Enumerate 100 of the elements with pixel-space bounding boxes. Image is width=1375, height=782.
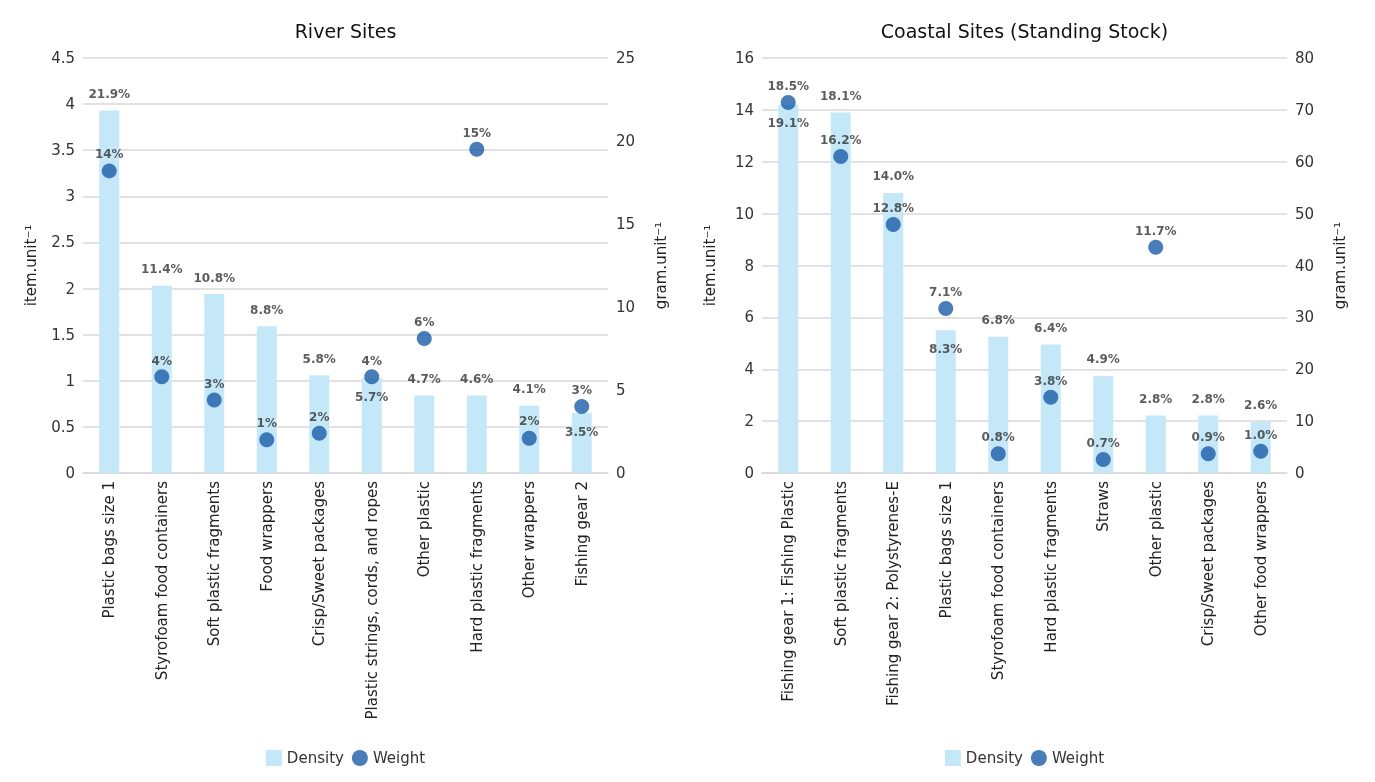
x-tick-label: Other food wrappers bbox=[1251, 480, 1270, 637]
y2-tick-label: 0 bbox=[1295, 464, 1305, 482]
annotation: 6% bbox=[414, 314, 435, 329]
annotation: 0.9% bbox=[1191, 430, 1225, 445]
point bbox=[780, 95, 796, 111]
annotation: 19.1% bbox=[767, 116, 810, 131]
y2-axis-title: gram.unit⁻¹ bbox=[651, 221, 670, 310]
point bbox=[1095, 452, 1111, 468]
point bbox=[154, 369, 170, 385]
point bbox=[101, 163, 117, 179]
x-tick-label: Food wrappers bbox=[257, 480, 276, 592]
y-axis-title: item.unit⁻¹ bbox=[700, 224, 719, 307]
point bbox=[364, 369, 380, 385]
annotation: 3% bbox=[204, 376, 225, 391]
annotation: 10.8% bbox=[193, 270, 236, 285]
y-tick-label: 14 bbox=[734, 100, 754, 119]
point bbox=[574, 399, 590, 415]
y-tick-label: 0 bbox=[65, 464, 75, 482]
annotation: 7.1% bbox=[929, 285, 963, 300]
y2-axis-title: gram.unit⁻¹ bbox=[1330, 221, 1349, 310]
x-tick-label: Hard plastic fragments bbox=[467, 480, 486, 653]
point bbox=[416, 331, 432, 347]
x-tick-label: Crisp/Sweet packages bbox=[310, 480, 329, 647]
annotation: 18.5% bbox=[767, 79, 810, 94]
annotation: 4.9% bbox=[1086, 352, 1120, 367]
y-tick-label: 4 bbox=[744, 360, 754, 379]
y-tick-label: 1 bbox=[65, 371, 75, 390]
y2-tick-label: 0 bbox=[616, 464, 626, 482]
annotation: 15% bbox=[462, 125, 492, 140]
annotation: 8.8% bbox=[250, 302, 284, 317]
x-tick-label: Other plastic bbox=[415, 481, 434, 578]
x-tick-label: Styrofoam food containers bbox=[152, 480, 171, 681]
y-tick-label: 2.5 bbox=[51, 233, 75, 252]
y-tick-label: 0 bbox=[744, 464, 754, 482]
point bbox=[521, 430, 537, 446]
annotation: 4.7% bbox=[407, 372, 441, 387]
y2-tick-label: 30 bbox=[1295, 308, 1315, 327]
y2-tick-label: 40 bbox=[1295, 256, 1315, 275]
point bbox=[833, 149, 849, 165]
y-tick-label: 8 bbox=[744, 256, 754, 275]
annotation: 5.7% bbox=[355, 389, 389, 404]
annotation: 6.4% bbox=[1034, 321, 1068, 336]
annotation: 1.0% bbox=[1244, 427, 1278, 442]
annotation: 14.0% bbox=[872, 169, 915, 184]
point bbox=[1043, 389, 1059, 405]
y-tick-label: 12 bbox=[734, 152, 754, 171]
point bbox=[469, 141, 485, 157]
y2-tick-label: 15 bbox=[616, 215, 636, 233]
x-tick-label: Other plastic bbox=[1146, 481, 1165, 578]
annotation: 0.7% bbox=[1086, 436, 1120, 451]
x-tick-label: Soft plastic fragments bbox=[205, 480, 224, 647]
x-tick-label: Crisp/Sweet packages bbox=[1199, 480, 1218, 647]
annotation: 2.8% bbox=[1191, 391, 1225, 406]
x-tick-label: Soft plastic fragments bbox=[831, 480, 850, 647]
y-tick-label: 3 bbox=[65, 187, 75, 206]
annotation: 2% bbox=[519, 414, 540, 429]
y-axis-title: item.unit⁻¹ bbox=[21, 224, 40, 307]
x-tick-label: Plastic strings, cords, and ropes bbox=[362, 480, 381, 720]
bar bbox=[466, 395, 487, 473]
x-tick-label: Straws bbox=[1094, 480, 1113, 532]
y2-tick-label: 25 bbox=[616, 49, 636, 67]
y-tick-label: 4.5 bbox=[51, 49, 75, 67]
bar bbox=[256, 326, 277, 473]
y2-tick-label: 70 bbox=[1295, 100, 1315, 119]
y-tick-label: 2 bbox=[744, 412, 754, 431]
annotation: 3.8% bbox=[1034, 373, 1068, 388]
annotation: 3.5% bbox=[565, 424, 599, 439]
chart-title: River Sites bbox=[294, 19, 397, 42]
point bbox=[311, 425, 327, 441]
y-tick-label: 1.5 bbox=[51, 325, 75, 344]
point bbox=[938, 301, 954, 317]
point bbox=[206, 392, 222, 408]
annotation: 0.8% bbox=[981, 430, 1015, 445]
bar bbox=[414, 395, 435, 473]
annotation: 2.8% bbox=[1139, 391, 1173, 406]
annotation: 11.7% bbox=[1134, 223, 1177, 238]
annotation: 12.8% bbox=[872, 201, 915, 216]
point bbox=[1148, 239, 1164, 255]
x-tick-label: Fishing gear 1: Fishing Plastic bbox=[779, 481, 798, 702]
annotation: 16.2% bbox=[819, 133, 862, 148]
y2-tick-label: 5 bbox=[616, 381, 626, 399]
point bbox=[1200, 446, 1216, 462]
annotation: 11.4% bbox=[140, 262, 183, 277]
y-tick-label: 2 bbox=[65, 279, 75, 298]
legend-label: Weight bbox=[372, 749, 426, 767]
annotation: 5.8% bbox=[302, 351, 336, 366]
annotation: 21.9% bbox=[88, 87, 131, 102]
legend-label: Weight bbox=[1051, 749, 1105, 767]
annotation: 18.1% bbox=[819, 88, 862, 103]
y-tick-label: 4 bbox=[65, 95, 75, 114]
x-tick-label: Plastic bags size 1 bbox=[936, 481, 955, 619]
bar bbox=[151, 285, 172, 473]
legend-label: Density bbox=[286, 749, 345, 767]
x-tick-label: Hard plastic fragments bbox=[1041, 480, 1060, 653]
legend-label: Density bbox=[965, 749, 1024, 767]
y2-tick-label: 60 bbox=[1295, 152, 1315, 171]
y2-tick-label: 10 bbox=[616, 298, 636, 316]
chart-title: Coastal Sites (Standing Stock) bbox=[880, 19, 1169, 42]
annotation: 4% bbox=[151, 353, 172, 368]
annotation: 6.8% bbox=[981, 313, 1015, 328]
